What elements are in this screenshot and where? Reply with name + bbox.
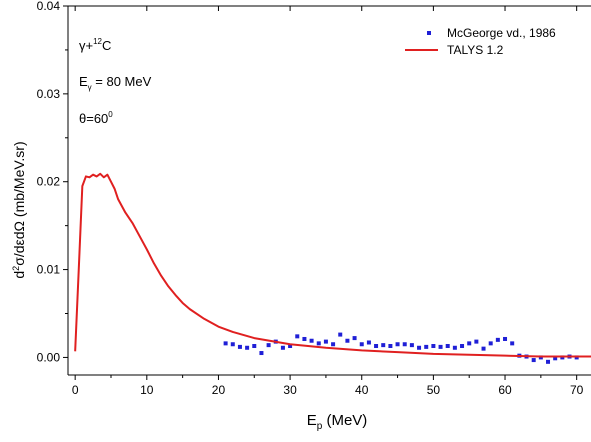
annotation-reaction: γ+12C bbox=[79, 37, 111, 53]
data-point-mcgeorge bbox=[288, 344, 293, 349]
data-point-mcgeorge bbox=[431, 344, 436, 349]
data-layer bbox=[74, 172, 591, 364]
x-tick-label: 40 bbox=[355, 383, 369, 397]
data-point-mcgeorge bbox=[223, 341, 228, 346]
y-tick-label: 0.01 bbox=[37, 263, 61, 277]
data-point-mcgeorge bbox=[395, 342, 400, 347]
data-point-mcgeorge bbox=[266, 343, 271, 348]
y-tick-label: 0.04 bbox=[37, 0, 61, 13]
axes-layer bbox=[67, 5, 591, 376]
data-point-mcgeorge bbox=[316, 341, 321, 346]
data-point-mcgeorge bbox=[553, 356, 558, 361]
data-point-mcgeorge bbox=[331, 342, 336, 347]
x-tick-label: 70 bbox=[570, 383, 584, 397]
data-point-mcgeorge bbox=[474, 339, 479, 344]
y-tick-label: 0.03 bbox=[37, 87, 61, 101]
data-point-mcgeorge bbox=[424, 344, 429, 349]
data-point-mcgeorge bbox=[467, 341, 472, 346]
data-point-mcgeorge bbox=[510, 341, 515, 346]
data-point-mcgeorge bbox=[481, 346, 486, 351]
data-point-mcgeorge bbox=[245, 345, 250, 350]
data-point-mcgeorge bbox=[402, 342, 407, 347]
data-point-mcgeorge bbox=[359, 342, 364, 347]
data-point-mcgeorge bbox=[460, 344, 465, 349]
x-tick-label: 30 bbox=[283, 383, 297, 397]
legend-label-talys: TALYS 1.2 bbox=[447, 43, 504, 57]
data-point-mcgeorge bbox=[374, 344, 379, 349]
data-point-mcgeorge bbox=[295, 334, 300, 339]
legend-label-mcgeorge: McGeorge vd., 1986 bbox=[447, 26, 556, 40]
data-point-mcgeorge bbox=[388, 344, 393, 349]
data-point-mcgeorge bbox=[546, 359, 551, 364]
data-point-mcgeorge bbox=[438, 344, 443, 349]
annotation-angle: θ=600 bbox=[79, 110, 113, 126]
data-point-mcgeorge bbox=[488, 341, 493, 346]
data-point-mcgeorge bbox=[302, 336, 307, 341]
x-axis-label: Ep (MeV) bbox=[307, 412, 368, 432]
annotation-energy: Eγ = 80 MeV bbox=[79, 74, 152, 92]
data-point-mcgeorge bbox=[366, 340, 371, 345]
x-tick-label: 10 bbox=[140, 383, 154, 397]
data-point-mcgeorge bbox=[252, 344, 257, 349]
x-tick-label: 0 bbox=[72, 383, 79, 397]
data-point-mcgeorge bbox=[531, 358, 536, 363]
x-tick-label: 60 bbox=[498, 383, 512, 397]
y-tick-label: 0.02 bbox=[37, 175, 61, 189]
data-point-mcgeorge bbox=[452, 345, 457, 350]
data-point-mcgeorge bbox=[381, 343, 386, 348]
y-axis-label: d2σ/dεdΩ (mb/MeV.sr) bbox=[11, 141, 27, 278]
data-point-mcgeorge bbox=[409, 343, 414, 348]
data-point-mcgeorge bbox=[352, 336, 357, 341]
y-tick-label: 0.00 bbox=[37, 350, 61, 364]
x-tick-label: 50 bbox=[427, 383, 441, 397]
data-point-mcgeorge bbox=[237, 344, 242, 349]
data-point-mcgeorge bbox=[309, 338, 314, 343]
legend-marker-mcgeorge bbox=[427, 31, 431, 35]
data-point-mcgeorge bbox=[417, 345, 422, 350]
data-point-mcgeorge bbox=[445, 344, 450, 349]
data-point-mcgeorge bbox=[280, 345, 285, 350]
data-point-mcgeorge bbox=[259, 351, 264, 356]
data-point-mcgeorge bbox=[230, 342, 235, 347]
ticks-layer: 0 10 20 30 40 50 60 70 0.00 0.01 0.02 0.03 0.04 bbox=[37, 0, 584, 397]
series-line-talys bbox=[74, 172, 591, 358]
x-tick-label: 20 bbox=[212, 383, 226, 397]
labels-layer: d2σ/dεdΩ (mb/MeV.sr) Ep (MeV) γ+12C Eγ =… bbox=[11, 37, 367, 432]
data-point-mcgeorge bbox=[495, 337, 500, 342]
data-point-mcgeorge bbox=[503, 336, 508, 341]
data-point-mcgeorge bbox=[338, 332, 343, 337]
data-point-mcgeorge bbox=[345, 338, 350, 343]
legend: McGeorge vd., 1986 TALYS 1.2 bbox=[405, 26, 556, 57]
data-point-mcgeorge bbox=[323, 339, 328, 344]
